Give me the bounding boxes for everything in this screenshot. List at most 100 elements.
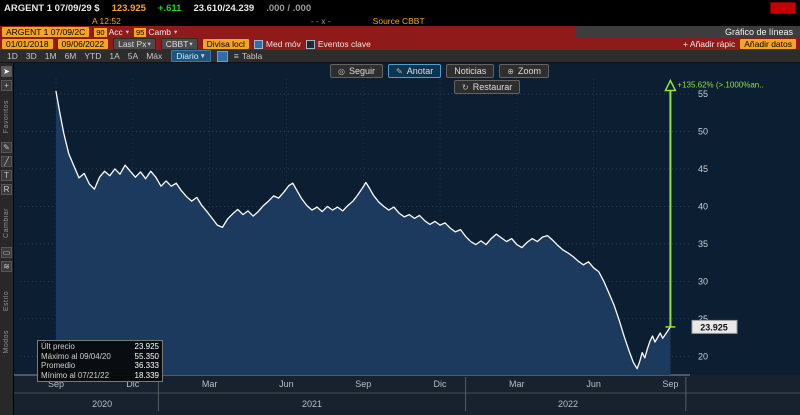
annotation-arrow-icon[interactable] — [664, 78, 677, 92]
track-icon: ◎ — [338, 66, 345, 76]
date-from-field[interactable]: 01/01/2018 — [2, 39, 53, 49]
sidebar-section-cambiar[interactable]: Cambiar — [3, 208, 10, 239]
x-axis-label: Sep — [355, 379, 371, 389]
acc-label: Acc — [108, 27, 123, 37]
y-axis-label: 35 — [698, 239, 708, 249]
chart-main: ➤ + Favoritos ✎ ╱ T R Cambiar ▭ ≋ Estilo… — [0, 63, 800, 415]
chevron-down-icon: ▾ — [125, 29, 129, 36]
y-axis-label: 30 — [698, 276, 708, 286]
sidebar-section-modos[interactable]: Modos — [3, 330, 10, 354]
period-3d[interactable]: 3D — [25, 51, 37, 61]
price-change: +.611 — [157, 2, 182, 14]
price-type-dropdown[interactable]: Last Px ▾ — [113, 38, 156, 50]
security-field[interactable]: ARGENT 1 07/09/2C — [2, 27, 90, 37]
seguir-label: Seguir — [348, 66, 375, 76]
add-quick-button[interactable]: + Añadir rápic — [683, 39, 736, 49]
security-name: ARGENT 1 07/09/29 $ — [4, 2, 100, 14]
key-events-checkbox[interactable]: Eventos clave — [305, 39, 371, 49]
anotar-button[interactable]: ✎ Anotar — [388, 64, 442, 78]
screen-title-strip: Gráfico de líneas — [576, 26, 800, 38]
noticias-label: Noticias — [454, 66, 487, 76]
frequency-value: Diario — [176, 51, 199, 61]
price-area — [56, 91, 671, 376]
restore-icon: ↻ — [462, 82, 469, 92]
table-icon: ≡ — [233, 51, 239, 61]
shapes-icon[interactable]: ▭ — [1, 247, 12, 259]
zoom-button[interactable]: ⊕ Zoom — [499, 64, 549, 78]
period-buttons: 1D 3D 1M 6M YTD 1A 5A Máx — [4, 51, 165, 61]
noticias-button[interactable]: Noticias — [446, 64, 495, 78]
year-label: 2021 — [302, 399, 322, 409]
pricing-source-dropdown[interactable]: CBBT ▾ — [160, 38, 198, 50]
menu-acc[interactable]: 90 Acc ▾ — [94, 27, 129, 37]
date-to-field[interactable]: 09/06/2022 — [57, 39, 109, 49]
tooltip-row: Últ precio 23.925 — [41, 342, 159, 351]
x-axis-label: Dic — [126, 379, 139, 389]
anotar-label: Anotar — [406, 66, 434, 76]
pricing-source-value: CBBT — [165, 39, 189, 49]
camb-label: Camb — [148, 27, 172, 37]
price-type-value: Last Px — [118, 39, 147, 49]
fibonacci-icon[interactable]: ≋ — [1, 261, 12, 273]
x-axis-label: Mar — [509, 379, 525, 389]
seguir-button[interactable]: ◎ Seguir — [330, 64, 383, 78]
y-axis-label: 45 — [698, 164, 708, 174]
chart-tooltip: Últ precio 23.925 Máximo al 09/04/20 55.350… — [37, 340, 163, 382]
chart-area[interactable]: 55 50 45 40 35 30 25 20 Sep Dic Mar Jun Sep Dic Mar Jun… — [14, 63, 800, 415]
key-events-label: Eventos clave — [317, 39, 371, 49]
frequency-dropdown[interactable]: Diario ▼ — [171, 50, 211, 62]
y-axis-label: 25 — [698, 314, 708, 324]
period-ytd[interactable]: YTD — [84, 51, 102, 61]
text-tool-icon[interactable]: T — [1, 170, 12, 182]
quote-header: ARGENT 1 07/09/29 $ 123.925 +.611 23.610… — [0, 0, 800, 15]
y-axis-label: 40 — [698, 201, 708, 211]
year-label: 2022 — [558, 399, 578, 409]
period-1d[interactable]: 1D — [7, 51, 18, 61]
x-axis-label: Jun — [279, 379, 294, 389]
annotation-label: +135.62% (>.1000%an.. — [677, 81, 763, 90]
pencil-icon[interactable]: ✎ — [1, 142, 12, 154]
trendline-icon[interactable]: ╱ — [1, 156, 12, 168]
period-1m[interactable]: 1M — [44, 51, 57, 61]
sidebar-section-estilo[interactable]: Estilo — [3, 291, 10, 312]
period-6m[interactable]: 6M — [64, 51, 77, 61]
chevron-down-icon: ▾ — [174, 29, 178, 36]
period-máx[interactable]: Máx — [146, 51, 163, 61]
last-price-tag — [691, 319, 738, 334]
zoom-label: Zoom — [517, 66, 541, 76]
chevron-down-icon: ▾ — [189, 41, 193, 48]
year-label: 2020 — [92, 399, 112, 409]
x-axis-label: Dic — [434, 379, 447, 389]
sidebar-section-favoritos[interactable]: Favoritos — [3, 100, 10, 134]
table-label: Tabla — [241, 51, 263, 61]
acc-key: 90 — [94, 27, 107, 37]
drawing-sidebar: ➤ + Favoritos ✎ ╱ T R Cambiar ▭ ≋ Estilo… — [0, 63, 14, 415]
price-line — [55, 90, 672, 370]
period-1a[interactable]: 1A — [109, 51, 120, 61]
table-button[interactable]: ≡ Tabla — [234, 51, 262, 61]
chevron-down-icon: ▼ — [199, 52, 206, 60]
moving-average-label: Med móv — [265, 39, 301, 49]
yield-values: .000 / .000 — [266, 2, 312, 14]
zoom-icon: ⊕ — [507, 66, 514, 76]
x-axis-label: Sep — [662, 379, 678, 389]
last-price: 123.925 — [111, 2, 146, 14]
chart-settings-icon[interactable] — [216, 50, 228, 62]
add-data-button[interactable]: Añadir datos — [740, 39, 796, 49]
x-axis-label: Sep — [48, 379, 64, 389]
chart-toolbar: 1D 3D 1M 6M YTD 1A 5A Máx Diario ▼ ≡ Tabla — [0, 50, 800, 63]
pencil-icon: ✎ — [396, 66, 403, 76]
command-bar-top: ARGENT 1 07/09/2C 90 Acc ▾ 95 Camb ▾ Grá… — [0, 26, 800, 38]
cursor-icon[interactable]: ➤ — [1, 66, 12, 77]
restaurar-button[interactable]: ↻ Restaurar — [454, 80, 521, 94]
message-alert-badge[interactable] — [770, 2, 796, 14]
local-currency-button[interactable]: Divisa locl — [202, 39, 249, 49]
ruler-icon[interactable]: R — [1, 184, 12, 196]
crosshair-icon[interactable]: + — [1, 80, 12, 91]
quote-source: Source CBBT — [372, 15, 425, 26]
checkbox-icon — [305, 39, 315, 49]
moving-average-checkbox[interactable]: Med móv — [253, 39, 301, 49]
x-axis-label: Mar — [202, 379, 218, 389]
period-5a[interactable]: 5A — [127, 51, 139, 61]
menu-camb[interactable]: 95 Camb ▾ — [134, 27, 177, 37]
